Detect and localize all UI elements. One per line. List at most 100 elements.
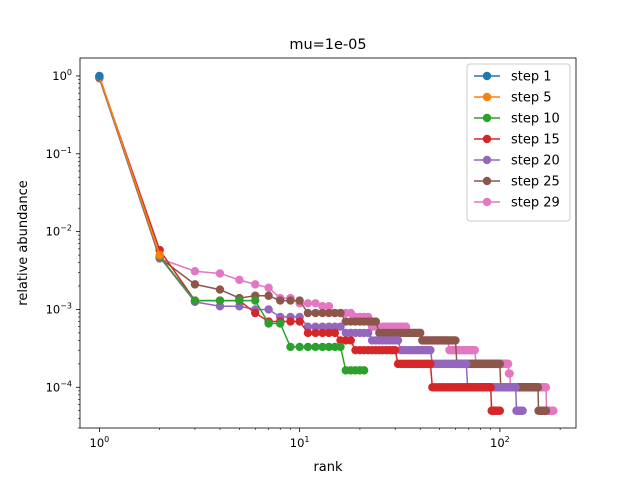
legend: step 1 step 5 step 10 step 15 step 20 step 25… [466, 63, 571, 222]
legend-item: step 15 [474, 133, 560, 148]
data-point [276, 296, 285, 305]
legend-marker [482, 113, 492, 123]
legend-item: step 1 [474, 70, 552, 85]
chart-title: mu=1e-05 [289, 37, 366, 53]
data-point [511, 383, 520, 392]
data-point [251, 280, 260, 289]
data-point [215, 296, 225, 305]
data-point [359, 366, 369, 375]
legend-label: step 20 [511, 154, 560, 169]
data-point [311, 308, 320, 318]
data-point [264, 283, 273, 292]
data-point [390, 345, 400, 355]
data-point [190, 296, 200, 305]
data-point [533, 383, 543, 392]
data-point [324, 322, 334, 331]
series-layer [95, 71, 558, 415]
data-point [235, 275, 244, 285]
data-point [505, 369, 514, 378]
legend-marker [482, 197, 492, 207]
data-point [264, 319, 273, 328]
data-point [303, 299, 313, 308]
data-point [324, 308, 334, 318]
data-point [286, 342, 295, 352]
legend-item: step 5 [474, 91, 552, 106]
data-point [215, 285, 225, 294]
data-point [286, 296, 295, 305]
data-point [235, 296, 244, 305]
data-point [190, 280, 200, 289]
data-point [318, 302, 327, 311]
data-point [318, 342, 327, 352]
data-point [324, 328, 334, 338]
data-point [324, 302, 334, 311]
data-point [371, 317, 380, 326]
data-point [251, 296, 260, 305]
x-axis-label: rank [313, 460, 343, 475]
data-point [470, 345, 480, 355]
data-point [336, 342, 345, 352]
axes-frame [79, 57, 577, 429]
data-point [336, 308, 345, 318]
y-tick-label: 100 [52, 68, 72, 83]
data-point [330, 328, 340, 338]
data-point [311, 322, 320, 331]
y-tick-label: 10−1 [46, 146, 72, 161]
y-tick-label: 10−4 [46, 379, 72, 394]
data-point [190, 267, 200, 276]
legend-marker [482, 71, 492, 81]
data-point [364, 328, 373, 338]
data-point [311, 328, 320, 338]
legend-label: step 10 [511, 112, 560, 127]
data-point [541, 406, 551, 415]
data-point [303, 342, 313, 352]
data-point [295, 317, 304, 326]
legend-item: step 29 [474, 196, 560, 211]
legend-label: step 29 [511, 196, 560, 211]
legend-label: step 5 [511, 91, 552, 106]
x-tick-label: 101 [290, 435, 310, 450]
data-point [295, 342, 304, 352]
data-point [426, 345, 435, 355]
data-point [541, 383, 551, 392]
series-line-step-5 [98, 75, 161, 256]
y-tick-label: 10−3 [46, 301, 72, 316]
legend-marker [482, 92, 492, 102]
data-point [303, 328, 313, 338]
data-point [495, 359, 505, 369]
legend-label: step 25 [511, 175, 560, 190]
data-point [486, 383, 495, 392]
data-point [155, 250, 164, 260]
legend-item: step 20 [474, 154, 560, 169]
data-point [264, 305, 273, 314]
tick-layer: 100 101 102 10−4 10−3 10−2 10−1 100 [46, 68, 561, 450]
data-point [318, 328, 327, 338]
data-point [311, 342, 320, 352]
data-point [393, 336, 403, 345]
x-tick-label: 102 [490, 435, 510, 450]
legend-marker [482, 155, 492, 165]
data-point [518, 406, 527, 415]
legend-marker [482, 176, 492, 186]
data-point [336, 322, 345, 331]
series-step-10 [95, 72, 369, 375]
series-step-1 [95, 71, 104, 81]
data-point [415, 328, 425, 338]
data-point [324, 342, 334, 352]
legend-item: step 25 [474, 175, 560, 190]
data-point [215, 269, 225, 278]
data-point [276, 319, 285, 328]
data-point [286, 317, 295, 326]
data-point [549, 406, 558, 415]
data-point [495, 406, 505, 415]
data-point [295, 296, 304, 305]
legend-marker [482, 134, 492, 144]
data-point [318, 322, 327, 331]
legend-label: step 15 [511, 133, 560, 148]
y-axis-label: relative abundance [16, 180, 31, 305]
data-point [503, 359, 513, 369]
data-point [318, 308, 327, 318]
data-point [346, 336, 355, 345]
